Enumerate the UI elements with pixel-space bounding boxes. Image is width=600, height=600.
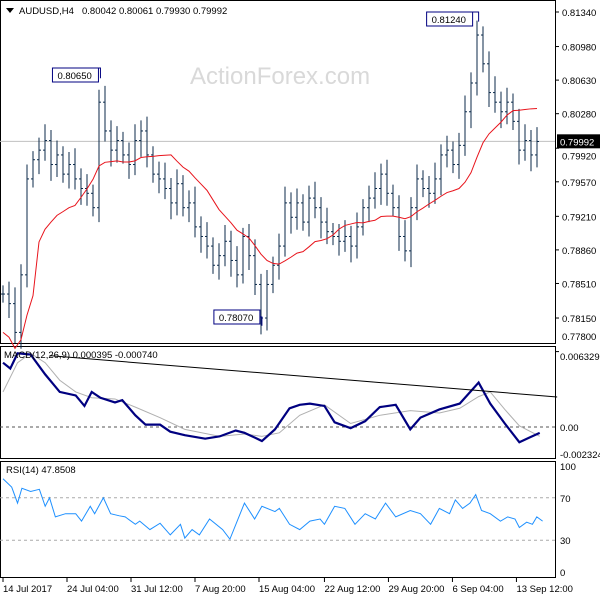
price-tick-label: 0.78150 xyxy=(562,314,596,325)
price-tick-label: 0.79570 xyxy=(562,178,596,189)
time-tick-label: 14 Jul 2017 xyxy=(3,584,52,595)
price-annotation-label: 0.81240 xyxy=(432,15,466,26)
price-tick-label: 0.80630 xyxy=(562,76,596,87)
price-tick-label: 0.78860 xyxy=(562,246,596,257)
watermark: ActionForex.com xyxy=(190,63,370,90)
rsi-tick-label: 30 xyxy=(560,536,571,547)
price-tick-label: 0.81340 xyxy=(562,8,596,19)
price-tick-label: 0.80280 xyxy=(562,110,596,121)
time-tick-label: 22 Aug 12:00 xyxy=(324,584,380,595)
symbol-title: AUDUSD,H4 xyxy=(19,6,74,17)
macd-trendline xyxy=(49,355,558,398)
macd-tick-label: -0.002324 xyxy=(560,450,600,461)
macd-title: MACD(12,26,9) 0.000395 -0.000740 xyxy=(4,350,158,361)
rsi-tick-label: 100 xyxy=(560,462,576,473)
time-tick-label: 24 Jul 04:00 xyxy=(67,584,119,595)
price-tick-label: 0.77800 xyxy=(562,332,596,343)
rsi-panel-frame xyxy=(0,461,556,578)
price-annotation-box xyxy=(426,11,474,27)
time-tick-label: 15 Aug 04:00 xyxy=(259,584,315,595)
time-tick-label: 31 Jul 12:00 xyxy=(131,584,183,595)
macd-main-line xyxy=(2,352,541,444)
time-tick-label: 29 Aug 20:00 xyxy=(388,584,444,595)
ohlc-readout: 0.80042 0.80061 0.79930 0.79992 xyxy=(82,6,227,17)
price-tick-label: 0.78510 xyxy=(562,279,596,290)
price-annotation-label: 0.78070 xyxy=(219,313,253,324)
time-tick-label: 7 Aug 20:00 xyxy=(195,584,246,595)
macd-tick-label: 0.006329 xyxy=(560,352,600,363)
main-panel-frame xyxy=(0,0,556,344)
time-tick-label: 13 Sep 12:00 xyxy=(516,584,573,595)
annotation-leader xyxy=(259,316,263,326)
collapse-arrow-icon[interactable] xyxy=(6,8,14,13)
macd-signal-line xyxy=(2,352,540,437)
annotation-leader xyxy=(472,11,480,22)
current-price-label: 0.79992 xyxy=(560,137,594,148)
price-annotation-label: 0.80650 xyxy=(57,71,91,82)
rsi-title: RSI(14) 47.8508 xyxy=(6,465,76,476)
rsi-line xyxy=(2,478,543,541)
moving-average-line xyxy=(2,108,538,350)
price-annotation-box xyxy=(51,67,99,83)
macd-tick-label: 0.00 xyxy=(560,423,579,434)
rsi-tick-label: 70 xyxy=(560,494,571,505)
annotation-leader xyxy=(98,67,101,79)
current-price-badge xyxy=(557,134,600,149)
price-tick-label: 0.79920 xyxy=(562,151,596,162)
price-tick-label: 0.79210 xyxy=(562,212,596,223)
rsi-tick-label: 0 xyxy=(560,568,565,579)
time-tick-label: 6 Sep 04:00 xyxy=(452,584,503,595)
price-tick-label: 0.80980 xyxy=(562,43,596,54)
macd-panel-frame xyxy=(0,346,556,459)
